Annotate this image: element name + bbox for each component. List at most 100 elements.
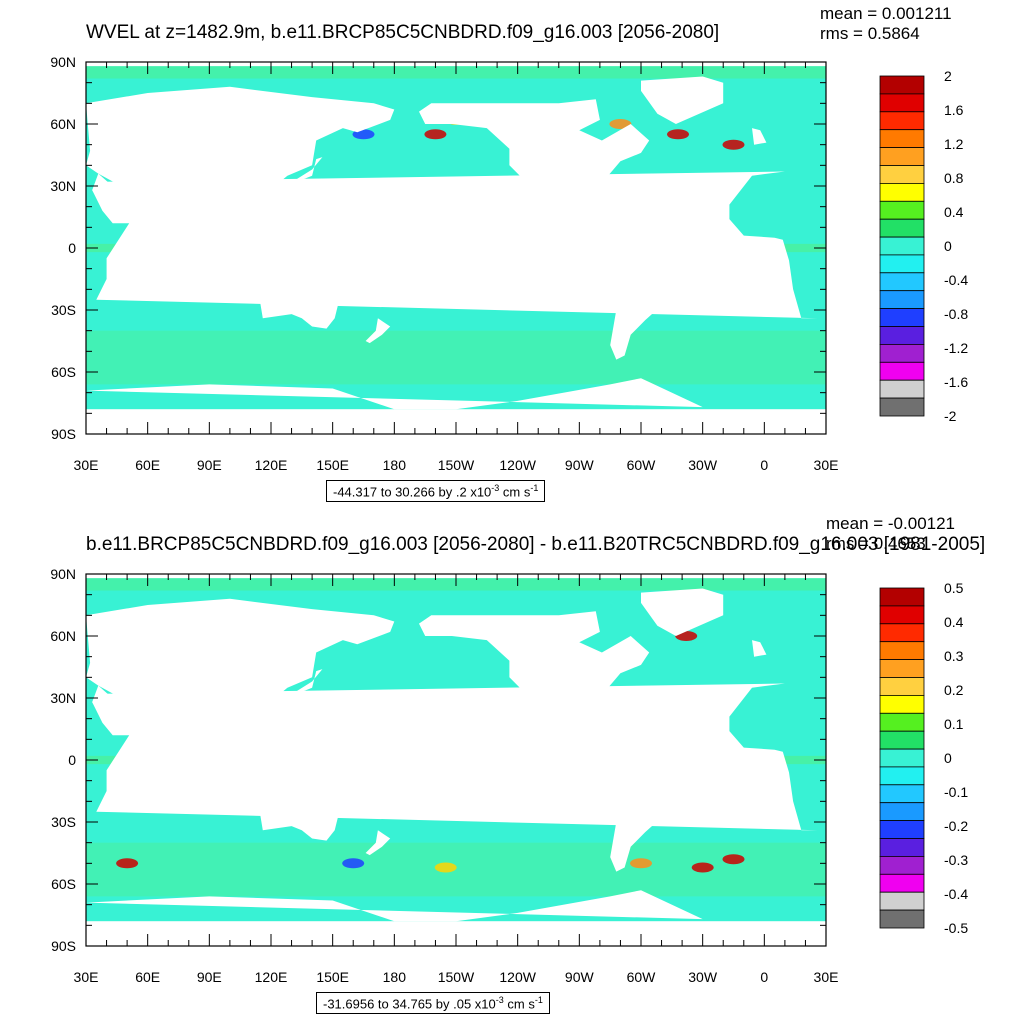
colorbar-swatch bbox=[879, 308, 925, 327]
colorbar-swatch bbox=[879, 605, 925, 625]
lon-tick-label: 60E bbox=[135, 969, 160, 985]
panel-title: b.e11.BRCP85C5CNBDRD.f09_g16.003 [2056-2… bbox=[86, 534, 986, 555]
land-south-america bbox=[597, 735, 693, 872]
map-plot: 90N 60N 30N 0 30S 60S 90S 30E 60E 90E 120E 150E 180 1… bbox=[50, 54, 968, 473]
colorbar-label: -1.6 bbox=[944, 374, 968, 390]
lat-tick-label: 90N bbox=[50, 566, 76, 582]
land-antarctica bbox=[86, 378, 703, 434]
lon-tick-label: 60W bbox=[627, 457, 657, 473]
colorbar-swatch bbox=[879, 272, 925, 292]
colorbar-swatch bbox=[879, 587, 925, 607]
colorbar-swatch bbox=[879, 838, 925, 857]
anomaly-patch bbox=[722, 854, 745, 865]
anomaly-patch bbox=[691, 862, 714, 873]
lon-tick-label: 90E bbox=[197, 969, 222, 985]
colorbar-swatch bbox=[879, 873, 925, 893]
lat-tick-label: 90S bbox=[51, 938, 76, 954]
colorbar-label: 0 bbox=[944, 238, 952, 254]
colorbar-label: -0.1 bbox=[944, 784, 968, 800]
lon-tick-label: 0 bbox=[760, 969, 768, 985]
colorbar-swatch bbox=[879, 712, 925, 732]
lon-tick-label: 30W bbox=[688, 969, 718, 985]
lat-tick-label: 0 bbox=[68, 240, 76, 256]
stats-block: mean = 0.001211 rms = 0.5864 bbox=[820, 4, 952, 44]
colorbar-label: -0.5 bbox=[944, 920, 968, 936]
rms-value: rms = 0.4653 bbox=[826, 534, 926, 553]
anomaly-patch bbox=[342, 858, 365, 869]
anomaly-patch bbox=[609, 119, 632, 129]
land-japan bbox=[291, 157, 323, 184]
land-eurasia bbox=[86, 86, 395, 236]
lat-tick-label: 60S bbox=[51, 364, 76, 380]
land-indonesia bbox=[219, 749, 333, 781]
lon-tick-label: 30E bbox=[814, 457, 839, 473]
map-plot: 90N 60N 30N 0 30S 60S 90S 30E 60E 90E 120E 150E 180 1… bbox=[50, 566, 968, 985]
colorbar-label: 1.2 bbox=[944, 136, 964, 152]
colorbar-swatch bbox=[879, 93, 925, 113]
colorbar-label: 0.5 bbox=[944, 580, 964, 596]
southern-ocean-band bbox=[86, 842, 826, 897]
colorbar-swatch bbox=[879, 75, 925, 95]
colorbar-label: -0.8 bbox=[944, 306, 968, 322]
colorbar-swatch bbox=[879, 855, 925, 875]
anomaly-patch bbox=[630, 858, 652, 869]
lon-tick-label: 90W bbox=[565, 457, 595, 473]
lon-tick-label: 30E bbox=[814, 969, 839, 985]
colorbar-swatch bbox=[879, 200, 925, 220]
colorbar-swatch bbox=[879, 182, 925, 202]
lon-tick-label: 150E bbox=[316, 969, 349, 985]
lat-tick-label: 0 bbox=[68, 752, 76, 768]
rms-value: rms = 0.5864 bbox=[820, 24, 920, 43]
lat-tick-label: 60N bbox=[50, 628, 76, 644]
lat-tick-label: 30S bbox=[51, 302, 76, 318]
land-eurasia bbox=[86, 598, 395, 748]
colorbar-swatch bbox=[879, 802, 925, 822]
lon-tick-label: 0 bbox=[760, 457, 768, 473]
land-north-america bbox=[419, 99, 650, 232]
colorbar-swatch bbox=[879, 659, 925, 678]
land-madagascar bbox=[114, 274, 128, 300]
anomaly-patch bbox=[722, 139, 745, 150]
colorbar-swatch bbox=[879, 623, 925, 643]
colorbar-swatch bbox=[879, 361, 925, 381]
land-japan bbox=[291, 669, 323, 696]
colorbar-swatch bbox=[879, 397, 925, 417]
lat-tick-label: 30N bbox=[50, 690, 76, 706]
lat-tick-label: 90S bbox=[51, 426, 76, 442]
lat-tick-label: 60N bbox=[50, 116, 76, 132]
land-arabia bbox=[92, 685, 144, 734]
lon-tick-label: 120W bbox=[499, 457, 536, 473]
mean-value: mean = 0.001211 bbox=[820, 4, 952, 23]
colorbar-swatch bbox=[879, 748, 925, 768]
lon-tick-label: 150W bbox=[438, 969, 475, 985]
colorbar-swatch bbox=[879, 641, 925, 660]
lon-tick-label: 90E bbox=[197, 457, 222, 473]
lon-tick-label: 30E bbox=[74, 969, 99, 985]
land-madagascar bbox=[114, 786, 128, 812]
colorbar-swatch bbox=[879, 111, 925, 131]
colorbar-label: 0.3 bbox=[944, 648, 964, 664]
contour-range-box: -31.6956 to 34.765 by .05 x10-3 cm s-1 bbox=[316, 992, 550, 1015]
colorbar-label: 2 bbox=[944, 68, 952, 84]
anomaly-patch bbox=[434, 862, 457, 873]
lon-tick-label: 120E bbox=[255, 969, 288, 985]
colorbar-swatch bbox=[879, 326, 925, 345]
lon-tick-label: 90W bbox=[565, 969, 595, 985]
stats-block: mean = -0.00121 rms = 0.4653 bbox=[826, 514, 955, 554]
land-greenland bbox=[641, 588, 724, 636]
colorbar-swatch bbox=[879, 254, 925, 274]
colorbar-swatch bbox=[879, 766, 925, 786]
lon-tick-label: 150E bbox=[316, 457, 349, 473]
colorbar-swatch bbox=[879, 730, 925, 750]
colorbar-swatch bbox=[879, 379, 925, 399]
land-south-america bbox=[597, 223, 693, 360]
colorbar-label: -1.2 bbox=[944, 340, 968, 356]
land-greenland bbox=[641, 76, 724, 124]
lon-tick-label: 60W bbox=[627, 969, 657, 985]
colorbar-swatch bbox=[879, 677, 925, 696]
colorbar-label: 1.6 bbox=[944, 102, 964, 118]
lon-tick-label: 150W bbox=[438, 457, 475, 473]
colorbar-swatch bbox=[879, 129, 925, 148]
land-uk bbox=[752, 128, 767, 145]
colorbar-swatch bbox=[879, 891, 925, 911]
